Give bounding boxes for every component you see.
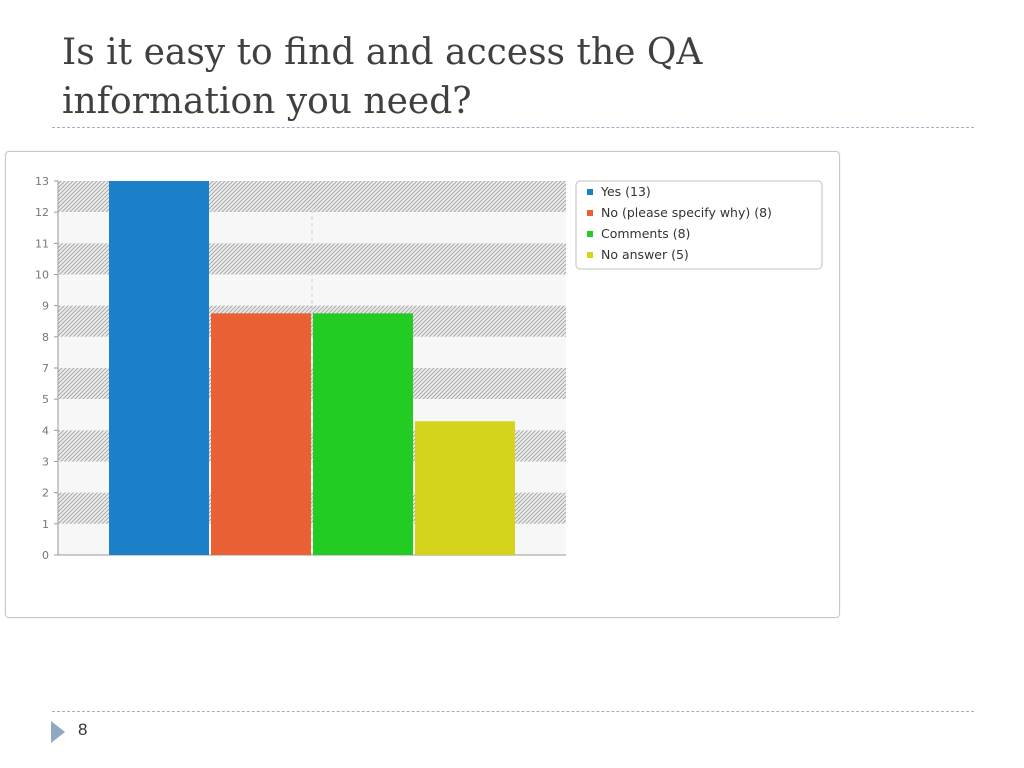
- legend-swatch: [587, 231, 593, 237]
- bar-2: [211, 313, 311, 555]
- slide-title-line1: Is it easy to find and access the QA: [62, 32, 703, 73]
- y-tick-label: 10: [35, 269, 49, 282]
- y-tick-label: 9: [42, 300, 49, 313]
- bar-3: [313, 313, 413, 555]
- page-number: 8: [78, 720, 88, 739]
- footer-divider: [52, 711, 974, 712]
- y-tick-label: 0: [42, 549, 49, 562]
- y-tick-label: 12: [35, 206, 49, 219]
- y-tick-label: 2: [42, 487, 49, 500]
- legend-box: [575, 180, 823, 270]
- legend-label: No (please specify why) (8): [601, 205, 772, 220]
- y-tick-label: 4: [42, 424, 49, 437]
- bar-4: [415, 421, 515, 555]
- legend-swatch: [587, 252, 593, 258]
- y-tick-label: 1: [42, 518, 49, 531]
- slide-title-line2: information you need?: [62, 81, 472, 122]
- legend-swatch: [587, 210, 593, 216]
- title-divider: [52, 127, 974, 128]
- legend-label: Yes (13): [600, 184, 651, 199]
- bar-1: [109, 181, 209, 555]
- y-tick-label: 5: [42, 393, 49, 406]
- y-tick-label: 11: [35, 237, 49, 250]
- chart-panel: 0 1 2 3 4 5 7 8 9 10 11 12 13 Yes (13) No (please spe…: [5, 151, 840, 618]
- y-tick-label: 8: [42, 331, 49, 344]
- legend-swatch: [587, 189, 593, 195]
- slide-title: Is it easy to find and access the QA inf…: [62, 28, 962, 126]
- y-tick-label: 7: [42, 362, 49, 375]
- y-tick-label: 3: [42, 456, 49, 469]
- bullet-arrow-icon: [51, 721, 65, 743]
- y-tick-label: 13: [35, 175, 49, 188]
- legend-label: Comments (8): [601, 226, 690, 241]
- legend-label: No answer (5): [601, 247, 689, 262]
